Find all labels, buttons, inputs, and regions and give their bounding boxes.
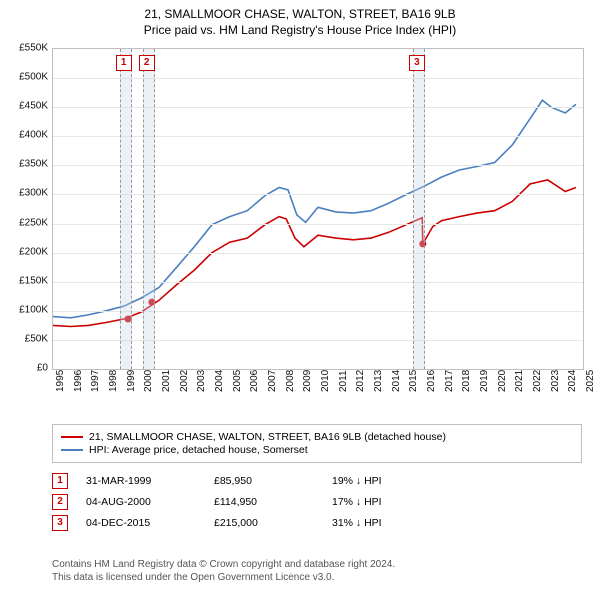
event-row: 1 31-MAR-1999 £85,950 19% ↓ HPI bbox=[52, 473, 582, 489]
event-diff: 19% ↓ HPI bbox=[332, 475, 432, 487]
legend-item: HPI: Average price, detached house, Some… bbox=[61, 444, 573, 456]
event-marker: 3 bbox=[52, 515, 68, 531]
x-tick-label: 2012 bbox=[355, 370, 366, 392]
legend-text-1: 21, SMALLMOOR CHASE, WALTON, STREET, BA1… bbox=[89, 431, 446, 443]
plot-area: 12 3 bbox=[52, 48, 584, 370]
x-tick-label: 2003 bbox=[196, 370, 207, 392]
x-tick-label: 2025 bbox=[585, 370, 596, 392]
x-tick-label: 2023 bbox=[550, 370, 561, 392]
event-price: £85,950 bbox=[214, 475, 314, 487]
x-tick-label: 2015 bbox=[408, 370, 419, 392]
chart-lines-svg bbox=[53, 49, 583, 369]
event-price: £114,950 bbox=[214, 496, 314, 508]
y-tick-label: £100K bbox=[2, 304, 48, 315]
x-tick-label: 2022 bbox=[532, 370, 543, 392]
y-tick-label: £500K bbox=[2, 72, 48, 83]
gridline bbox=[53, 253, 583, 254]
x-tick-label: 1995 bbox=[55, 370, 66, 392]
legend-item: 21, SMALLMOOR CHASE, WALTON, STREET, BA1… bbox=[61, 431, 573, 443]
gridline bbox=[53, 136, 583, 137]
y-tick-label: £0 bbox=[2, 363, 48, 374]
title-line-1: 21, SMALLMOOR CHASE, WALTON, STREET, BA1… bbox=[0, 6, 600, 22]
y-tick-label: £450K bbox=[2, 101, 48, 112]
x-tick-label: 2001 bbox=[161, 370, 172, 392]
event-diff: 31% ↓ HPI bbox=[332, 517, 432, 529]
event-marker: 2 bbox=[52, 494, 68, 510]
event-row: 3 04-DEC-2015 £215,000 31% ↓ HPI bbox=[52, 515, 582, 531]
x-tick-label: 2016 bbox=[426, 370, 437, 392]
marker-box: 2 bbox=[139, 55, 155, 71]
x-tick-label: 2008 bbox=[285, 370, 296, 392]
events-table: 1 31-MAR-1999 £85,950 19% ↓ HPI 2 04-AUG-2000… bbox=[52, 468, 582, 536]
x-tick-label: 2011 bbox=[338, 370, 349, 392]
event-date: 04-AUG-2000 bbox=[86, 496, 196, 508]
y-tick-label: £300K bbox=[2, 188, 48, 199]
marker-band bbox=[143, 49, 155, 369]
gridline bbox=[53, 107, 583, 108]
x-tick-label: 1999 bbox=[126, 370, 137, 392]
event-date: 04-DEC-2015 bbox=[86, 517, 196, 529]
x-tick-label: 1997 bbox=[90, 370, 101, 392]
x-tick-label: 2000 bbox=[143, 370, 154, 392]
x-tick-label: 2017 bbox=[444, 370, 455, 392]
marker-band bbox=[120, 49, 132, 369]
x-tick-label: 2021 bbox=[514, 370, 525, 392]
gridline bbox=[53, 340, 583, 341]
y-tick-label: £250K bbox=[2, 217, 48, 228]
footer-line-1: Contains HM Land Registry data © Crown c… bbox=[52, 558, 395, 571]
gridline bbox=[53, 311, 583, 312]
event-row: 2 04-AUG-2000 £114,950 17% ↓ HPI bbox=[52, 494, 582, 510]
x-tick-label: 2005 bbox=[232, 370, 243, 392]
x-tick-label: 2009 bbox=[302, 370, 313, 392]
y-tick-label: £550K bbox=[2, 43, 48, 54]
x-tick-label: 2024 bbox=[567, 370, 578, 392]
y-tick-label: £50K bbox=[2, 333, 48, 344]
y-tick-label: £150K bbox=[2, 275, 48, 286]
legend-swatch-2 bbox=[61, 449, 83, 451]
x-tick-label: 2010 bbox=[320, 370, 331, 392]
gridline bbox=[53, 282, 583, 283]
x-tick-label: 2002 bbox=[179, 370, 190, 392]
x-tick-label: 2004 bbox=[214, 370, 225, 392]
event-date: 31-MAR-1999 bbox=[86, 475, 196, 487]
x-tick-label: 2019 bbox=[479, 370, 490, 392]
event-diff: 17% ↓ HPI bbox=[332, 496, 432, 508]
legend: 21, SMALLMOOR CHASE, WALTON, STREET, BA1… bbox=[52, 424, 582, 463]
y-tick-label: £200K bbox=[2, 246, 48, 257]
title-block: 21, SMALLMOOR CHASE, WALTON, STREET, BA1… bbox=[0, 0, 600, 38]
x-tick-label: 2007 bbox=[267, 370, 278, 392]
x-tick-label: 2006 bbox=[249, 370, 260, 392]
gridline bbox=[53, 78, 583, 79]
gridline bbox=[53, 194, 583, 195]
x-tick-label: 1996 bbox=[73, 370, 84, 392]
gridline bbox=[53, 165, 583, 166]
gridline bbox=[53, 224, 583, 225]
legend-text-2: HPI: Average price, detached house, Some… bbox=[89, 444, 308, 456]
chart-container: 21, SMALLMOOR CHASE, WALTON, STREET, BA1… bbox=[0, 0, 600, 590]
marker-box: 1 bbox=[116, 55, 132, 71]
marker-box: 3 bbox=[409, 55, 425, 71]
title-line-2: Price paid vs. HM Land Registry's House … bbox=[0, 22, 600, 38]
x-tick-label: 2018 bbox=[461, 370, 472, 392]
event-marker: 1 bbox=[52, 473, 68, 489]
legend-swatch-1 bbox=[61, 436, 83, 438]
y-tick-label: £400K bbox=[2, 130, 48, 141]
y-tick-label: £350K bbox=[2, 159, 48, 170]
footer: Contains HM Land Registry data © Crown c… bbox=[52, 558, 395, 584]
chart-wrap: 12 3 £0 £50K £100K £150K £200K £250K £300K £350K… bbox=[0, 42, 600, 412]
event-price: £215,000 bbox=[214, 517, 314, 529]
x-tick-label: 2020 bbox=[497, 370, 508, 392]
x-tick-label: 2013 bbox=[373, 370, 384, 392]
x-tick-label: 2014 bbox=[391, 370, 402, 392]
x-tick-label: 1998 bbox=[108, 370, 119, 392]
footer-line-2: This data is licensed under the Open Gov… bbox=[52, 571, 395, 584]
marker-band bbox=[413, 49, 425, 369]
